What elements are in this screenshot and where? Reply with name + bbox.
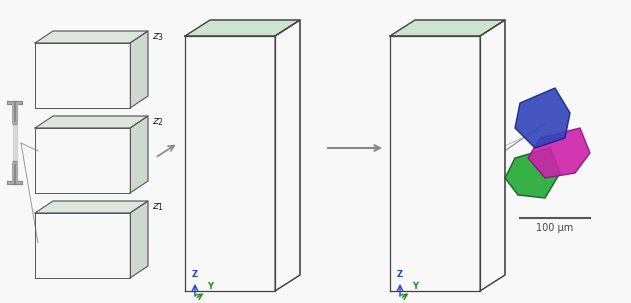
Polygon shape [390,20,505,36]
Polygon shape [35,201,148,213]
Text: z$_3$: z$_3$ [152,31,164,43]
Text: 100 μm: 100 μm [536,223,574,233]
Polygon shape [35,31,148,43]
Polygon shape [130,116,148,193]
Polygon shape [185,20,300,36]
Text: Y: Y [207,282,213,291]
Text: z$_1$: z$_1$ [152,201,164,213]
Polygon shape [35,116,148,128]
Text: z$_2$: z$_2$ [152,116,164,128]
Polygon shape [528,128,590,178]
Polygon shape [515,88,570,148]
Text: Z: Z [397,270,403,279]
Polygon shape [130,31,148,108]
Text: Z: Z [192,270,198,279]
Polygon shape [130,201,148,278]
Polygon shape [505,148,560,198]
Text: Y: Y [411,282,418,291]
